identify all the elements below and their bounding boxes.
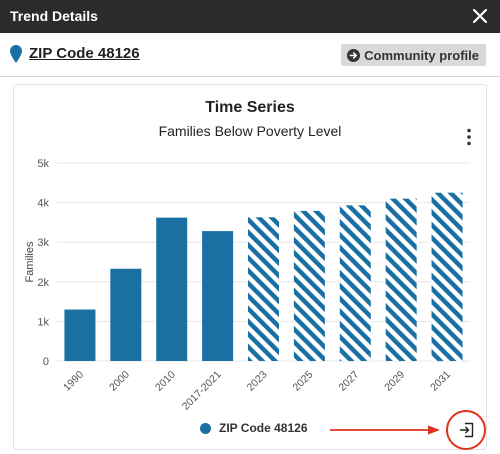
dialog-title: Trend Details [10, 8, 98, 24]
location-link[interactable]: ZIP Code 48126 [29, 45, 140, 62]
y-tick-label: 4k [37, 198, 49, 210]
chart-subtitle: Families Below Poverty Level [158, 123, 342, 139]
y-tick-label: 0 [43, 356, 49, 368]
arrow-circle-right-icon [347, 48, 361, 62]
annotation-arrow [330, 425, 440, 435]
bar-2027[interactable] [339, 205, 371, 361]
x-tick-label: 2027 [336, 369, 361, 394]
community-profile-button[interactable]: Community profile [341, 44, 486, 66]
dialog-titlebar: Trend Details [0, 0, 500, 33]
bar-2000[interactable] [110, 268, 142, 361]
legend-item[interactable]: ZIP Code 48126 [200, 421, 308, 435]
community-profile-label: Community profile [364, 47, 479, 63]
x-tick-label: 2031 [428, 369, 453, 394]
x-tick-label: 2025 [291, 369, 316, 394]
bar-2017-2021[interactable] [202, 231, 234, 361]
legend-label: ZIP Code 48126 [219, 421, 308, 435]
x-tick-label: 2010 [153, 369, 178, 394]
location-header: ZIP Code 48126 Community profile [0, 33, 500, 77]
legend-swatch [200, 422, 211, 434]
y-tick-label: 1k [37, 316, 49, 328]
bar-2010[interactable] [156, 217, 188, 361]
x-tick-label: 2000 [107, 369, 132, 394]
y-axis-label: Families [24, 241, 36, 282]
export-button[interactable] [446, 410, 486, 450]
bar-2023[interactable] [248, 217, 279, 361]
map-pin-icon [10, 45, 22, 63]
kebab-menu-icon[interactable] [464, 128, 474, 146]
bar-1990[interactable] [64, 309, 96, 361]
bar-2029[interactable] [385, 198, 417, 361]
y-tick-label: 5k [37, 158, 49, 170]
bar-2031[interactable] [431, 192, 463, 361]
chart-title: Time Series [205, 99, 295, 116]
y-tick-label: 3k [37, 237, 49, 249]
x-tick-label: 2029 [382, 369, 407, 394]
close-icon[interactable] [468, 4, 492, 28]
bar-2025[interactable] [293, 210, 325, 361]
x-tick-label: 2023 [245, 369, 270, 394]
x-tick-label: 2017-2021 [180, 369, 224, 413]
x-tick-label: 1990 [61, 369, 86, 394]
y-tick-label: 2k [37, 277, 49, 289]
export-icon [459, 422, 474, 438]
